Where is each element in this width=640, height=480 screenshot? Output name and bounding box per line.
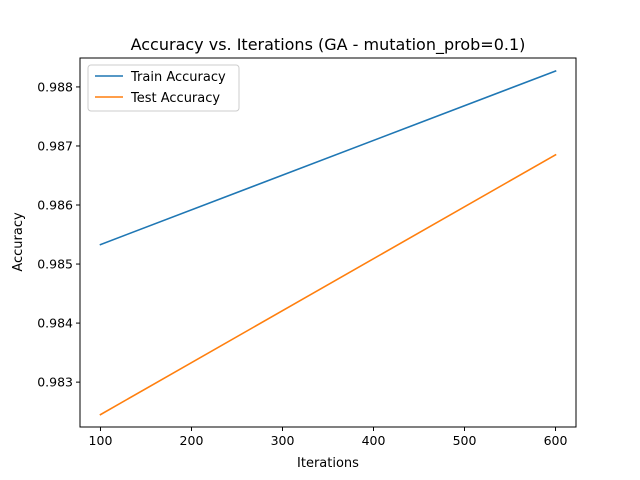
y-tick-label: 0.985 (37, 257, 73, 272)
y-tick-label: 0.983 (37, 375, 73, 390)
legend-box (87, 64, 240, 112)
y-tick-label: 0.984 (37, 316, 73, 331)
y-axis-label: Accuracy (11, 212, 26, 272)
y-tick-label: 0.988 (37, 79, 73, 94)
x-tick-label: 500 (453, 433, 477, 448)
legend-label-train: Train Accuracy (130, 70, 226, 85)
legend: Train Accuracy Test Accuracy (87, 64, 240, 112)
x-axis-label: Iterations (297, 456, 359, 471)
test-accuracy-line (99, 153, 557, 416)
x-tick-label: 400 (362, 433, 386, 448)
y-tick-label: 0.986 (37, 198, 73, 213)
x-tick-label: 300 (271, 433, 295, 448)
x-tick-label: 600 (544, 433, 568, 448)
plot-frame (79, 57, 577, 428)
y-tick-label: 0.987 (37, 138, 73, 153)
x-tick-label: 100 (89, 433, 113, 448)
train-accuracy-line (99, 69, 557, 246)
chart-title: Accuracy vs. Iterations (GA - mutation_p… (131, 35, 526, 55)
legend-label-test: Test Accuracy (130, 91, 220, 106)
x-tick-label: 200 (180, 433, 204, 448)
